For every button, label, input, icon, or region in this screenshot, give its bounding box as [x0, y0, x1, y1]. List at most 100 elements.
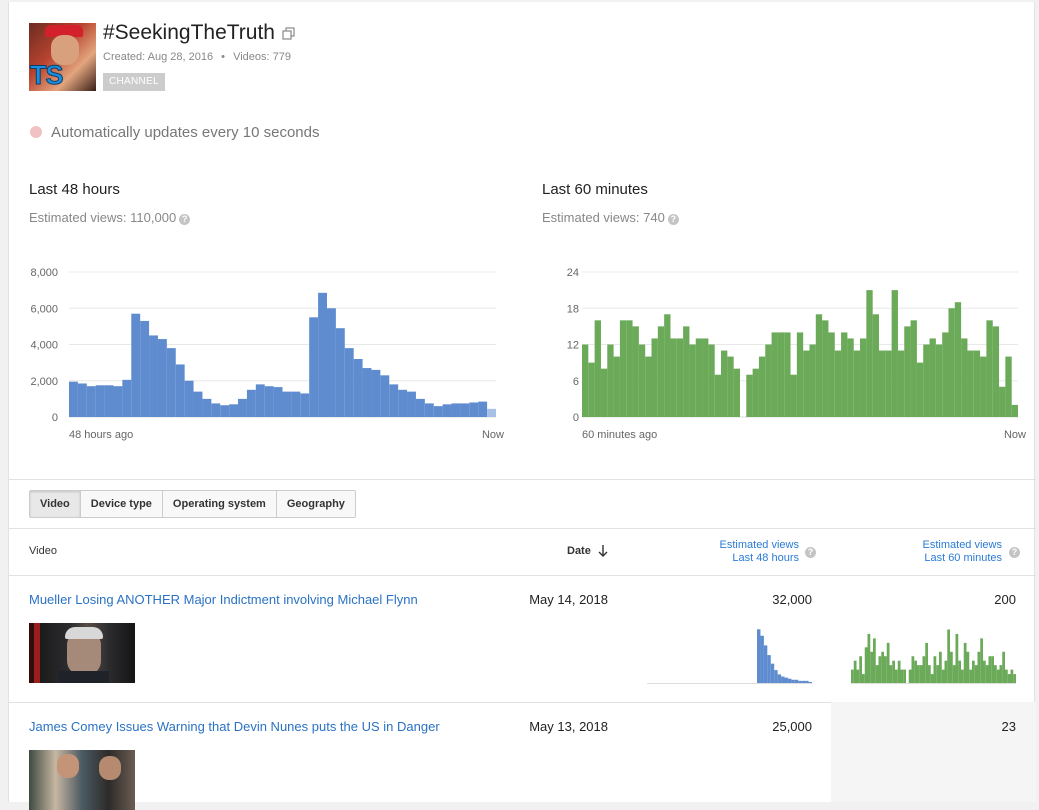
chart-bar[interactable]: [613, 356, 620, 417]
chart-bar[interactable]: [632, 326, 639, 417]
chart-bar[interactable]: [967, 350, 974, 417]
chart-bar[interactable]: [872, 314, 879, 417]
chart-bar[interactable]: [702, 338, 709, 417]
chart-bar[interactable]: [973, 350, 981, 417]
chart-bar[interactable]: [708, 344, 715, 418]
chart-bar[interactable]: [149, 335, 158, 417]
chart-bar[interactable]: [229, 404, 239, 417]
chart-bar[interactable]: [796, 332, 804, 417]
chart-bar[interactable]: [860, 338, 867, 417]
chart-bar[interactable]: [714, 374, 722, 417]
chart-bar[interactable]: [638, 344, 646, 418]
chart-bar[interactable]: [683, 326, 690, 417]
chart-bar[interactable]: [822, 320, 829, 417]
tab-device-type[interactable]: Device type: [80, 491, 163, 517]
chart-bar[interactable]: [255, 384, 265, 417]
chart-bar[interactable]: [326, 308, 336, 417]
chart-bar[interactable]: [961, 338, 968, 417]
help-icon[interactable]: ?: [1009, 547, 1020, 558]
chart-bar[interactable]: [771, 332, 778, 417]
chart-bar[interactable]: [335, 328, 345, 417]
chart-bar[interactable]: [676, 338, 684, 417]
chart-bar[interactable]: [841, 332, 848, 417]
video-thumbnail[interactable]: [29, 623, 135, 683]
chart-bar[interactable]: [670, 338, 677, 417]
chart-bar[interactable]: [487, 408, 497, 417]
chart-bar[interactable]: [95, 385, 105, 417]
chart-bar[interactable]: [847, 338, 854, 417]
chart-bar[interactable]: [380, 375, 390, 417]
chart-bar[interactable]: [733, 368, 740, 417]
chart-bar[interactable]: [885, 350, 892, 417]
chart-bar[interactable]: [582, 344, 589, 418]
chart-bar[interactable]: [853, 350, 861, 417]
chart-bar[interactable]: [389, 384, 399, 417]
chart-bar[interactable]: [86, 386, 96, 417]
chart-bar[interactable]: [362, 368, 372, 417]
chart-bar[interactable]: [803, 350, 810, 417]
chart-bar[interactable]: [916, 362, 924, 417]
chart-bar[interactable]: [765, 344, 772, 418]
chart-bar[interactable]: [371, 369, 381, 417]
chart-bar[interactable]: [202, 398, 212, 417]
chart-bar[interactable]: [721, 350, 728, 417]
chart-bar[interactable]: [980, 356, 987, 417]
chart-bar[interactable]: [415, 398, 425, 417]
help-icon[interactable]: ?: [667, 214, 679, 225]
chart-bar[interactable]: [175, 364, 185, 417]
chart-bar[interactable]: [664, 314, 671, 417]
chart-bar[interactable]: [1011, 404, 1019, 417]
chart-bar[interactable]: [309, 317, 319, 417]
chart-bar[interactable]: [866, 290, 873, 417]
chart-bar[interactable]: [184, 380, 194, 417]
chart-bar[interactable]: [291, 391, 301, 417]
chart-bar[interactable]: [193, 391, 203, 417]
chart-bar[interactable]: [460, 403, 470, 417]
chart-bar[interactable]: [238, 398, 247, 417]
chart-bar[interactable]: [657, 326, 665, 417]
chart-bar[interactable]: [815, 314, 823, 417]
chart-bar[interactable]: [211, 403, 221, 417]
column-header-views-60m[interactable]: Estimated views Last 60 minutes: [852, 539, 1002, 565]
chart-bar[interactable]: [122, 379, 132, 417]
chart-bar[interactable]: [433, 406, 443, 417]
chart-bar[interactable]: [891, 290, 898, 417]
tab-geography[interactable]: Geography: [276, 491, 355, 517]
chart-bar[interactable]: [758, 356, 766, 417]
tab-operating-system[interactable]: Operating system: [162, 491, 277, 517]
chart-bar[interactable]: [619, 320, 627, 417]
channel-title[interactable]: #SeekingTheTruth: [103, 21, 275, 44]
chart-bar[interactable]: [588, 362, 595, 417]
chart-bar[interactable]: [442, 404, 452, 417]
chart-bar[interactable]: [220, 405, 230, 417]
chart-bar[interactable]: [954, 302, 962, 417]
chart-bar[interactable]: [986, 320, 993, 417]
chart-bar[interactable]: [104, 385, 114, 417]
arrow-down-icon[interactable]: [598, 545, 608, 557]
chart-bar[interactable]: [353, 359, 363, 417]
help-icon[interactable]: ?: [179, 214, 191, 225]
external-link-icon[interactable]: [282, 27, 295, 40]
chart-bar[interactable]: [626, 320, 633, 417]
chart-bar[interactable]: [407, 391, 416, 417]
chart-bar[interactable]: [318, 292, 327, 417]
video-title-link[interactable]: Mueller Losing ANOTHER Major Indictment …: [29, 592, 418, 607]
chart-bar[interactable]: [809, 344, 816, 418]
chart-bar[interactable]: [344, 348, 354, 417]
column-header-views-48h[interactable]: Estimated views Last 48 hours: [649, 539, 799, 565]
chart-bar[interactable]: [1005, 356, 1012, 417]
chart-bar[interactable]: [752, 368, 759, 417]
chart-bar[interactable]: [878, 350, 886, 417]
video-thumbnail[interactable]: [29, 750, 135, 810]
chart-bar[interactable]: [942, 332, 949, 417]
chart-bar[interactable]: [695, 338, 703, 417]
column-header-date[interactable]: Date: [567, 545, 591, 557]
video-title-link[interactable]: James Comey Issues Warning that Devin Nu…: [29, 719, 440, 734]
chart-bar[interactable]: [790, 374, 797, 417]
chart-bar[interactable]: [651, 338, 658, 417]
chart-bar[interactable]: [246, 389, 256, 417]
chart-bar[interactable]: [992, 326, 1000, 417]
chart-bar[interactable]: [398, 389, 408, 417]
help-icon[interactable]: ?: [805, 547, 816, 558]
chart-bar[interactable]: [904, 326, 911, 417]
